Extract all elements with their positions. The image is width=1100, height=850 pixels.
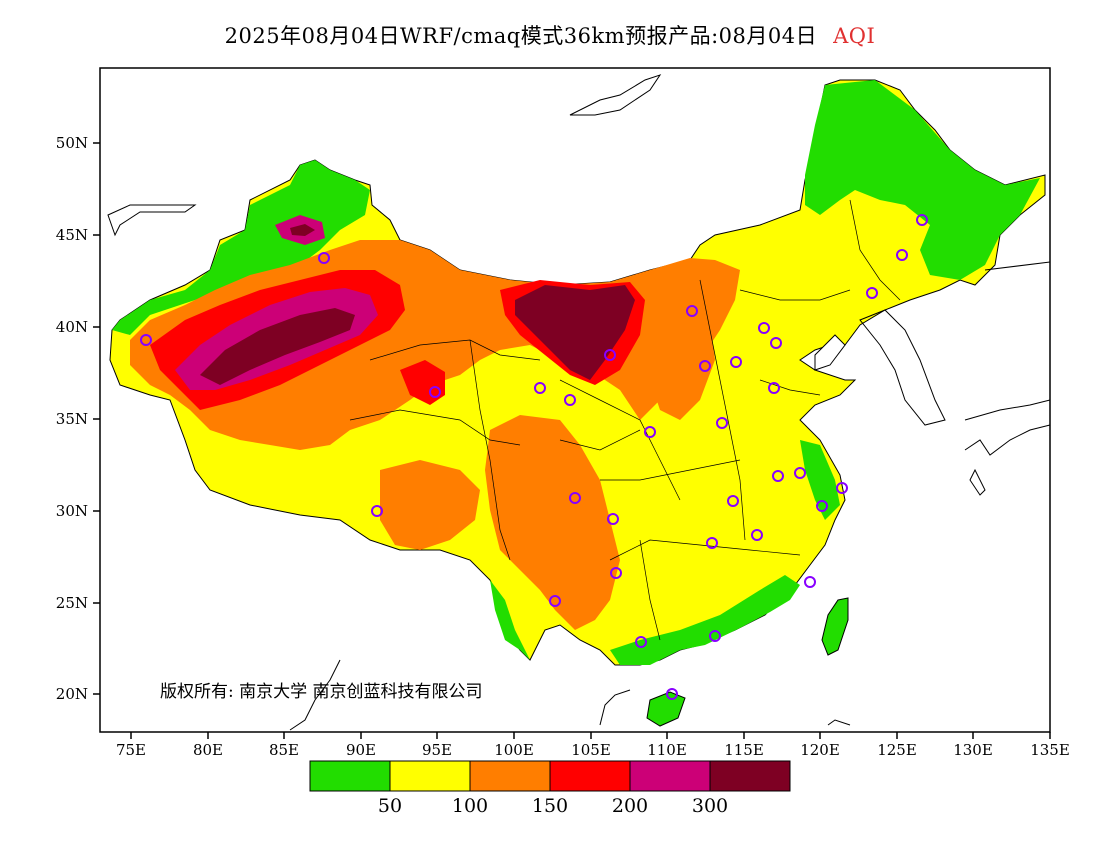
zone-usg-sichuan	[485, 415, 620, 630]
lon-tick-label: 85E	[269, 741, 299, 759]
lon-tick-label: 90E	[346, 741, 376, 759]
lon-axis	[130, 732, 1051, 739]
title-product: AQI	[833, 24, 876, 48]
lat-tick-label: 30N	[56, 502, 88, 520]
colorbar-label: 50	[378, 795, 402, 817]
province-boundaries	[349, 199, 901, 641]
lat-tick-label: 25N	[56, 594, 88, 612]
zone-good-northwest	[112, 160, 370, 335]
zone-unhealthy-qinghai	[400, 360, 445, 405]
colorbar-swatch-moderate	[389, 760, 471, 792]
lon-tick-label: 105E	[571, 741, 611, 759]
zone-usg-tibet-east	[380, 460, 480, 550]
lon-tick-label: 120E	[800, 741, 840, 759]
colorbar-label: 100	[452, 795, 488, 817]
lon-tick-label: 80E	[193, 741, 223, 759]
lon-tick-label: 125E	[877, 741, 917, 759]
zone-good-northeast	[805, 80, 1040, 280]
lon-tick-label: 110E	[647, 741, 687, 759]
lon-tick-label: 95E	[422, 741, 452, 759]
colorbar-label: 200	[612, 795, 648, 817]
map-title: 2025年08月04日WRF/cmaq模式36km预报产品:08月04日 AQI	[0, 20, 1100, 50]
zone-good-southwest	[490, 580, 530, 660]
colorbar	[309, 760, 791, 792]
zone-hazardous-tarim	[200, 308, 355, 385]
city-station-markers	[140, 214, 928, 700]
colorbar-label: 300	[692, 795, 728, 817]
copyright-notice: 版权所有: 南京大学 南京创蓝科技有限公司	[160, 682, 483, 702]
hainan-island	[646, 691, 686, 727]
colorbar-swatch-usg	[469, 760, 551, 792]
lat-tick-label: 35N	[56, 410, 88, 428]
lon-tick-label: 75E	[116, 741, 146, 759]
colorbar-swatch-hazardous	[709, 760, 791, 792]
zone-good-south	[610, 575, 800, 665]
colorbar-swatch-good	[309, 760, 391, 792]
colorbar-swatch-unhealthy	[549, 760, 631, 792]
lat-axis	[93, 142, 100, 695]
title-main: 2025年08月04日WRF/cmaq模式36km预报产品:08月04日	[224, 24, 818, 48]
zone-hazardous-spot	[290, 224, 315, 236]
lat-tick-label: 50N	[56, 134, 88, 152]
lat-tick-label: 40N	[56, 318, 88, 336]
colorbar-swatch-very-unhealthy	[629, 760, 711, 792]
lon-tick-label: 130E	[953, 741, 993, 759]
colorbar-label: 150	[532, 795, 568, 817]
lon-tick-label: 100E	[494, 741, 534, 759]
lon-tick-label: 135E	[1030, 741, 1070, 759]
map-area	[107, 74, 1051, 731]
zone-usg-shanxi	[640, 290, 715, 420]
lat-tick-label: 20N	[56, 685, 88, 703]
lat-tick-label: 45N	[56, 226, 88, 244]
lon-tick-label: 115E	[724, 741, 764, 759]
zone-good-east-coast	[800, 440, 840, 520]
taiwan-island	[821, 597, 849, 656]
coastline-outlines	[107, 74, 1051, 731]
